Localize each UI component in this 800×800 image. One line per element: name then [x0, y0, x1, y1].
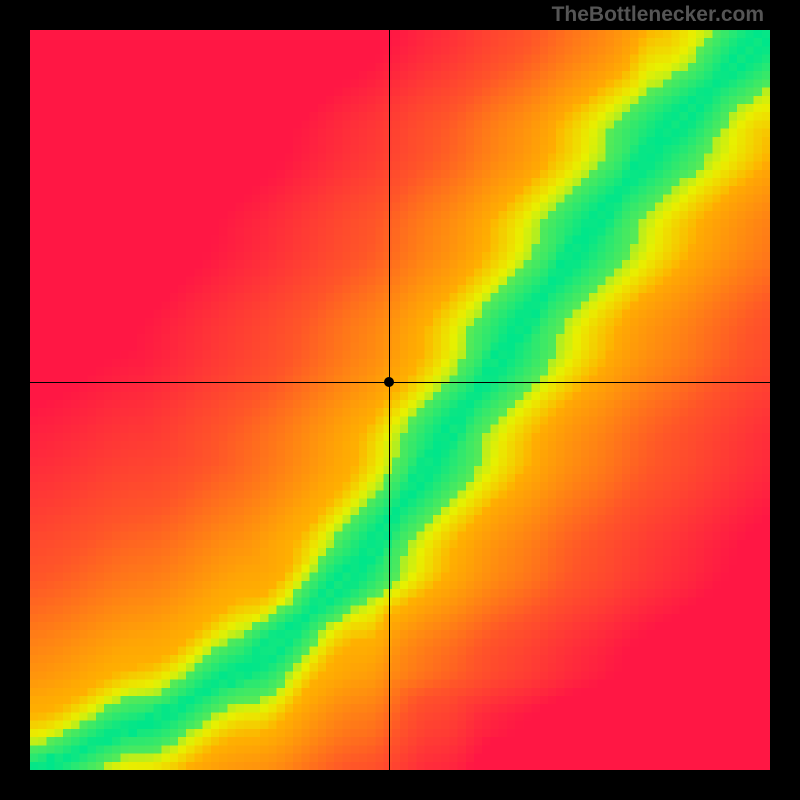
- crosshair-marker: [384, 377, 394, 387]
- crosshair-horizontal: [30, 382, 770, 383]
- crosshair-vertical: [389, 30, 390, 770]
- heatmap-plot: [30, 30, 770, 770]
- heatmap-canvas: [30, 30, 770, 770]
- attribution-text: TheBottlenecker.com: [552, 3, 764, 27]
